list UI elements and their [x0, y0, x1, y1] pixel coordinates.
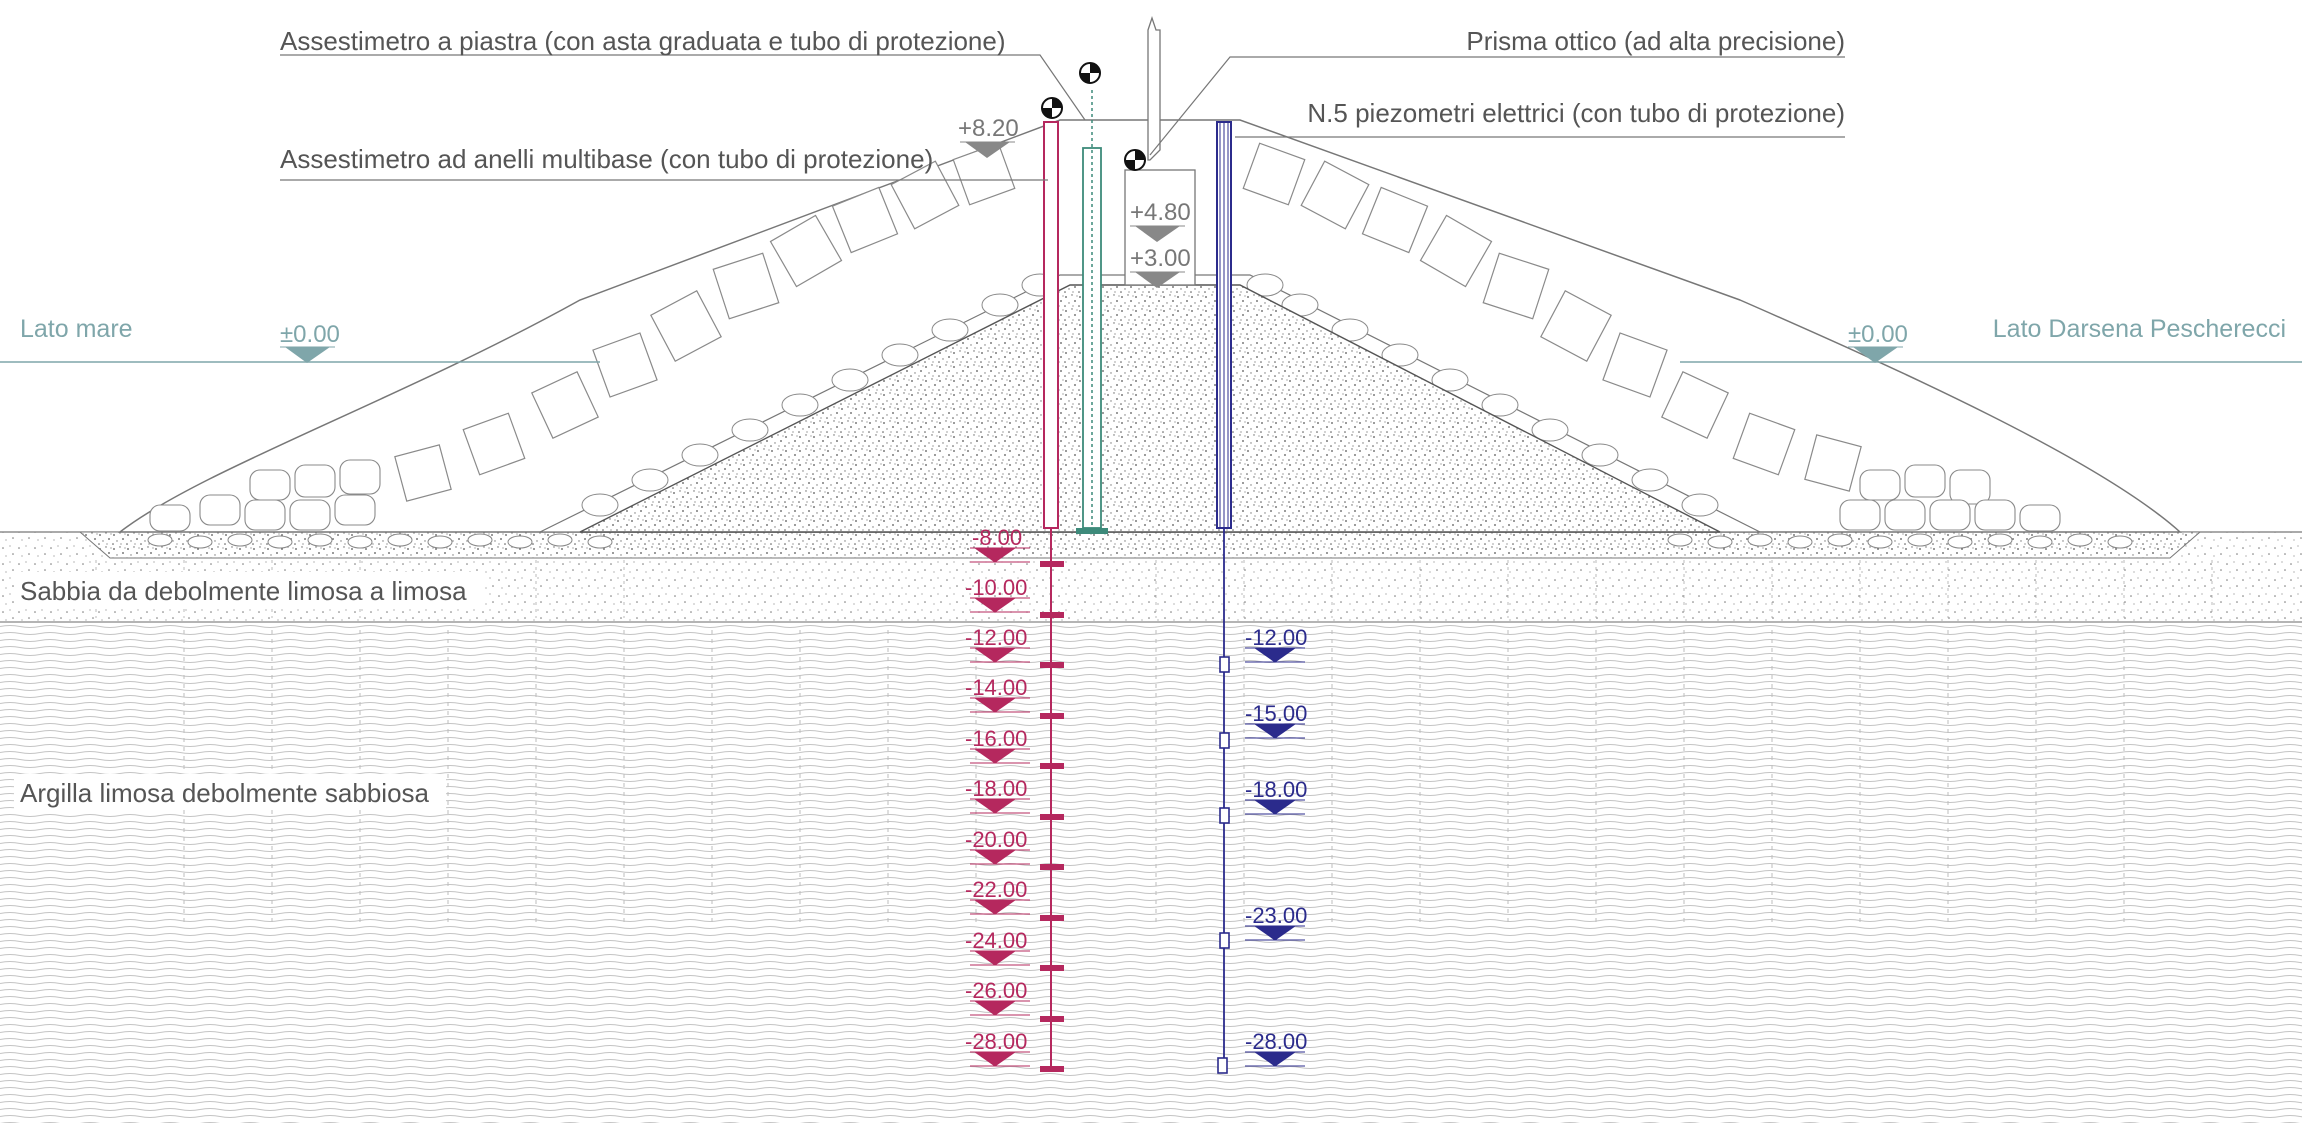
elevation-sea-right: ±0.00	[1848, 321, 1908, 348]
ring-depth-labels: -8.00 -10.00 -12.00 -14.00 -16.00 -18.00…	[965, 525, 1027, 1054]
leader-lines	[280, 54, 1845, 181]
ring-depth-label: -20.00	[965, 827, 1027, 852]
ring-depth-label: -16.00	[965, 726, 1027, 751]
piezometer-cells	[1217, 656, 1230, 1074]
elevation-crest: +3.00	[1130, 245, 1191, 272]
sand-vertical-dashes	[95, 560, 2213, 618]
clay-layer	[0, 622, 2302, 1123]
elevation-triangles	[280, 141, 1903, 363]
elevation-sea-left: ±0.00	[280, 321, 340, 348]
clay-label-bg	[14, 774, 446, 810]
ring-depth-label: -10.00	[965, 575, 1027, 600]
ring-depth-label: -18.00	[965, 776, 1027, 801]
survey-target-icon	[1079, 62, 1101, 84]
ring-markers	[1040, 561, 1064, 1072]
label-plate-settlement: Assestimetro a piastra (con asta graduat…	[280, 26, 1006, 56]
side-left-label: Lato mare	[20, 315, 133, 343]
soil-sand-label: Sabbia da debolmente limosa a limosa	[20, 576, 467, 606]
piezometer-depth-label: -12.00	[1245, 625, 1307, 650]
ring-depth-label: -24.00	[965, 928, 1027, 953]
ring-depth-triangles	[970, 547, 1030, 1067]
piezometer-wires	[1219, 122, 1229, 528]
ring-depth-label: -12.00	[965, 625, 1027, 650]
toe-rocks	[149, 459, 2061, 532]
piezometer-depth-label: -23.00	[1245, 903, 1307, 928]
label-piezometers: N.5 piezometri elettrici (con tubo di pr…	[1307, 98, 1845, 128]
piezometer-depth-labels: -12.00 -15.00 -18.00 -23.00 -28.00	[1245, 625, 1307, 1054]
soil-clay-label: Argilla limosa debolmente sabbiosa	[20, 778, 430, 808]
ring-depth-label: -8.00	[972, 525, 1022, 550]
ring-settlement-tube	[1043, 121, 1059, 529]
piezometer-depth-label: -15.00	[1245, 701, 1307, 726]
piezometer-depth-label: -28.00	[1245, 1029, 1307, 1054]
side-right-label: Lato Darsena Pescherecci	[1993, 315, 2286, 343]
elevation-crest-wall: +4.80	[1130, 199, 1191, 226]
elevation-top-rod: +8.20	[958, 115, 1019, 142]
piezometer-depth-label: -18.00	[1245, 777, 1307, 802]
ring-depth-label: -22.00	[965, 877, 1027, 902]
survey-target-icon	[1041, 97, 1063, 119]
label-ring-settlement: Assestimetro ad anelli multibase (con tu…	[280, 144, 933, 174]
bed-pebbles	[147, 533, 2133, 549]
settlement-plate	[1076, 528, 1108, 534]
ring-depth-label: -28.00	[965, 1029, 1027, 1054]
clay-vertical-dashes	[183, 630, 2125, 925]
label-optical-prism: Prisma ottico (ad alta precisione)	[1466, 26, 1845, 56]
survey-target-icon	[1124, 149, 1146, 171]
ring-depth-label: -26.00	[965, 978, 1027, 1003]
armour-blocks	[394, 142, 1862, 502]
optical-prism-pole	[1147, 15, 1161, 161]
ring-depth-label: -14.00	[965, 675, 1027, 700]
core-fill	[579, 284, 1721, 533]
sand-label-bg	[14, 572, 484, 608]
piezometer-depth-triangles	[1245, 647, 1305, 1067]
